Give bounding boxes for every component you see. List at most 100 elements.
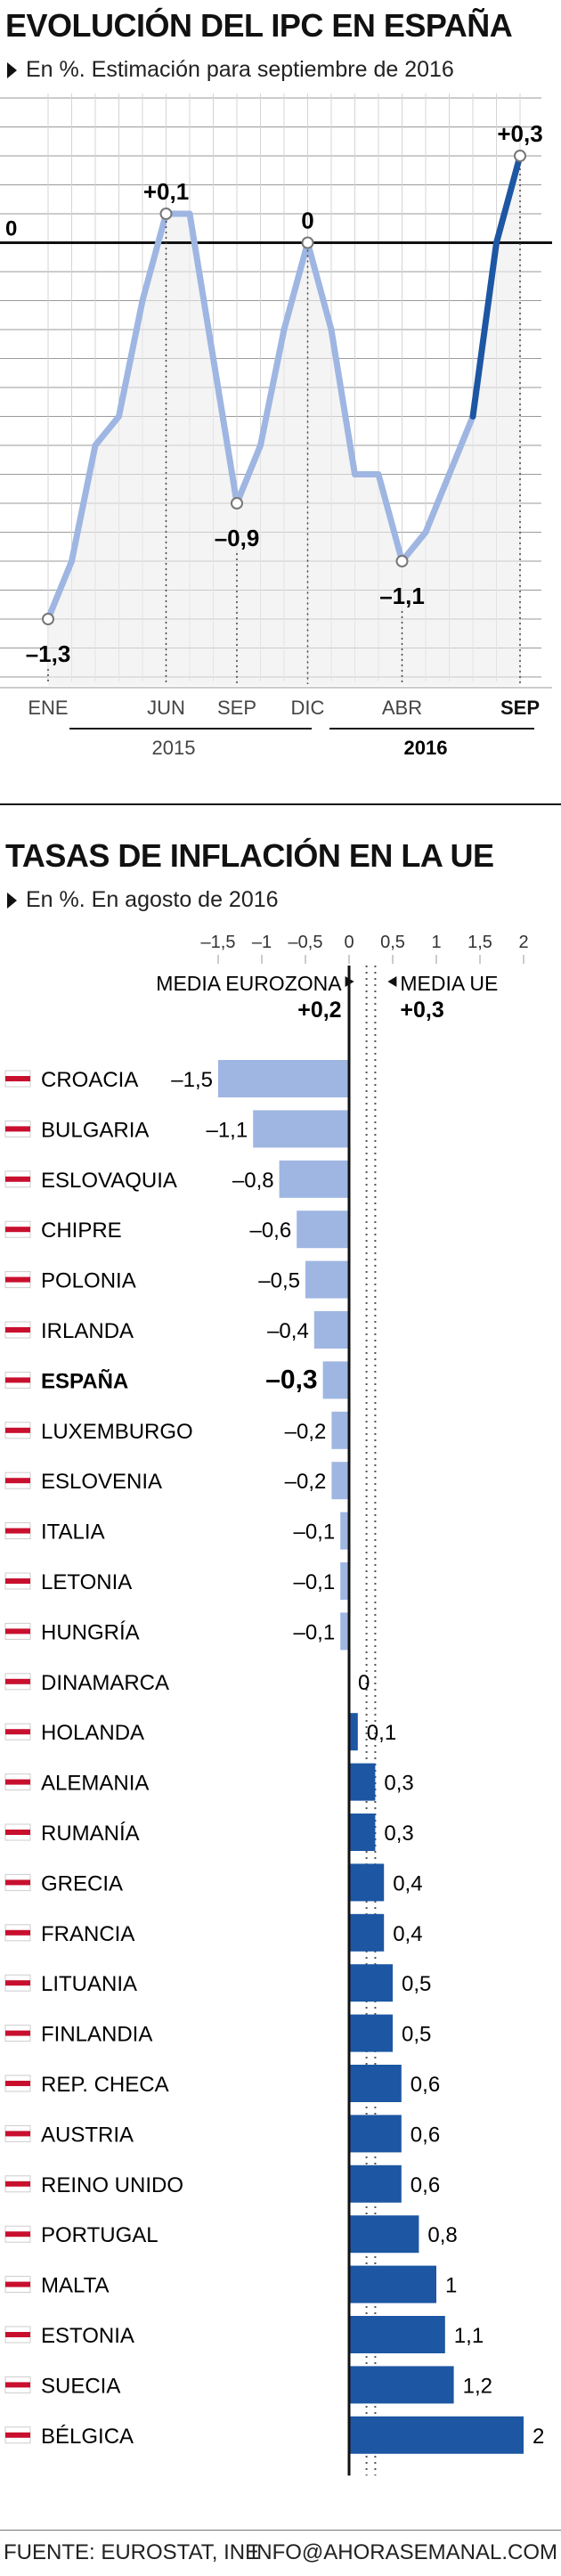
value-label: 0,3 xyxy=(384,1772,413,1796)
x-tick-label: SEP xyxy=(217,697,256,719)
country-label: RUMANÍA xyxy=(41,1822,140,1846)
country-label: CHIPRE xyxy=(41,1219,122,1243)
country-label: ALEMANIA xyxy=(41,1772,149,1796)
x-tick-label: ABR xyxy=(382,697,422,719)
line-segment xyxy=(328,326,358,477)
bar xyxy=(349,2164,402,2203)
value-label: –0,4 xyxy=(267,1319,309,1343)
flag-icon xyxy=(4,2276,31,2294)
bar xyxy=(349,2115,402,2153)
value-label: 1,2 xyxy=(463,2374,492,2398)
flag-stripe xyxy=(5,1678,30,1684)
year-label: 2015 xyxy=(152,737,196,759)
flag-stripe xyxy=(5,1126,30,1132)
line-segment xyxy=(210,355,240,507)
value-label: –1,1 xyxy=(206,1118,248,1142)
bar xyxy=(349,1713,358,1751)
line-segment xyxy=(469,240,500,420)
flag-icon xyxy=(4,1120,31,1137)
country-label: PORTUGAL xyxy=(41,2223,159,2247)
bar xyxy=(349,2265,436,2303)
line-segment xyxy=(116,298,146,420)
pointer-icon xyxy=(387,976,397,987)
line-segment xyxy=(139,210,169,304)
flag-icon xyxy=(4,1170,31,1188)
flag-icon xyxy=(4,1070,31,1088)
flag-icon xyxy=(4,2426,31,2444)
reference-value: +0,2 xyxy=(297,998,341,1023)
country-label: FINLANDIA xyxy=(41,2023,152,2047)
flag-icon xyxy=(4,1321,31,1339)
bar xyxy=(349,1863,385,1902)
annotation-label: +0,1 xyxy=(143,178,189,205)
flag-stripe xyxy=(5,2432,30,2438)
value-label: 0,6 xyxy=(411,2123,440,2147)
flag-stripe xyxy=(5,2030,30,2036)
flag-icon xyxy=(4,1924,31,1942)
value-label: 0 xyxy=(358,1671,370,1695)
flag-stripe xyxy=(5,1176,30,1182)
x-tick-label: 1,5 xyxy=(467,933,492,952)
flag-stripe xyxy=(5,1227,30,1233)
country-label: ESTONIA xyxy=(41,2324,134,2348)
line-segment xyxy=(305,240,335,333)
x-tick-label: –1,5 xyxy=(201,933,236,952)
value-label: 0,8 xyxy=(427,2223,457,2247)
bar xyxy=(218,1060,349,1097)
country-label: DINAMARCA xyxy=(41,1671,169,1695)
x-tick-label: SEP xyxy=(500,697,540,719)
country-label: SUECIA xyxy=(41,2374,120,2398)
value-label: –0,8 xyxy=(232,1169,274,1193)
value-label: 2 xyxy=(533,2425,544,2449)
flag-icon xyxy=(4,2075,31,2092)
x-tick-label: 0 xyxy=(344,933,354,952)
bar xyxy=(331,1411,349,1449)
flag-stripe xyxy=(5,1377,30,1383)
annotation-marker xyxy=(159,208,173,220)
value-label: –0,3 xyxy=(265,1365,317,1394)
flag-icon xyxy=(4,1622,31,1640)
reference-value: +0,3 xyxy=(400,998,443,1023)
flag-stripe xyxy=(5,2181,30,2187)
line-chart-subtitle: En %. Estimación para septiembre de 2016 xyxy=(7,57,454,83)
footer-rule xyxy=(0,2530,561,2531)
x-tick-label: –0,5 xyxy=(289,933,323,952)
value-label: –0,1 xyxy=(293,1520,335,1545)
country-label: CROACIA xyxy=(41,1068,138,1092)
country-label: FRANCIA xyxy=(41,1922,134,1946)
flag-stripe xyxy=(5,1830,30,1835)
line-segment xyxy=(280,240,311,333)
country-label: BÉLGICA xyxy=(41,2425,134,2449)
flag-stripe xyxy=(5,1578,30,1584)
x-tick-label: –1 xyxy=(252,933,272,952)
bar xyxy=(297,1211,349,1249)
country-label: LUXEMBURGO xyxy=(41,1420,193,1444)
flag-stripe xyxy=(5,1327,30,1333)
bar-chart-title: TASAS DE INFLACIÓN EN LA UE xyxy=(5,837,494,874)
flag-stripe xyxy=(5,1980,30,1986)
value-label: –0,2 xyxy=(285,1420,327,1444)
value-label: –0,1 xyxy=(293,1620,335,1644)
line-segment xyxy=(257,326,288,449)
country-label: IRLANDA xyxy=(41,1319,134,1343)
line-segment xyxy=(493,152,524,246)
flag-stripe xyxy=(5,1929,30,1936)
x-tick-label: 1 xyxy=(431,933,441,952)
country-label: AUSTRIA xyxy=(41,2123,134,2147)
value-label: –1,5 xyxy=(171,1068,213,1092)
flag-icon xyxy=(4,1271,31,1289)
bar xyxy=(279,1160,349,1198)
bar xyxy=(349,1814,376,1851)
bar xyxy=(349,1913,385,1952)
value-label: 0,5 xyxy=(402,2023,431,2047)
bar xyxy=(313,1311,349,1349)
flag-stripe xyxy=(5,2332,30,2337)
flag-stripe xyxy=(5,1628,30,1634)
flag-icon xyxy=(4,1773,31,1791)
value-label: 1,1 xyxy=(454,2324,484,2348)
annotation-marker xyxy=(395,555,409,567)
flag-stripe xyxy=(5,2231,30,2238)
flag-icon xyxy=(4,1572,31,1590)
bar xyxy=(331,1462,349,1500)
bar xyxy=(253,1110,349,1148)
